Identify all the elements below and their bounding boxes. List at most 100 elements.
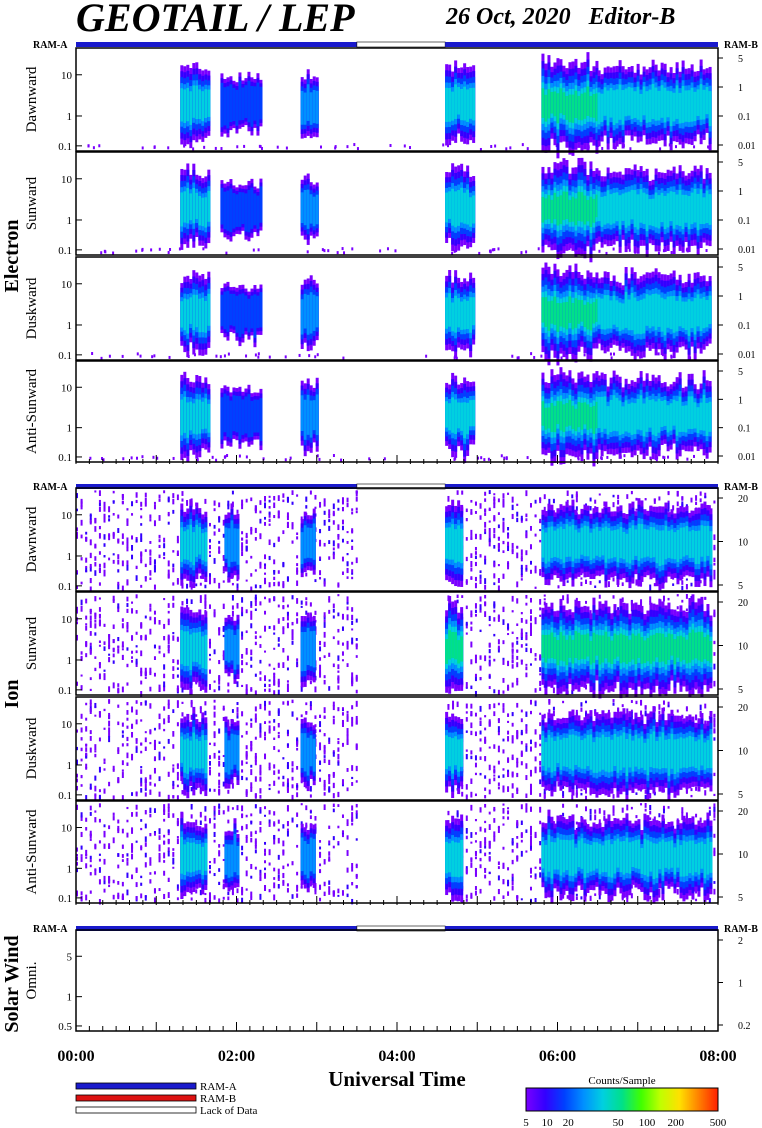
noise-cell	[89, 620, 92, 625]
noise-cell	[273, 673, 276, 678]
noise-cell	[268, 523, 271, 526]
noise-cell	[346, 645, 349, 650]
noise-cell	[511, 513, 514, 520]
noise-cell	[135, 594, 138, 599]
noise-cell	[245, 545, 248, 551]
spectrum-cell	[663, 87, 667, 123]
noise-cell	[94, 526, 97, 532]
noise-cell	[89, 615, 92, 621]
spectrum-cell	[201, 533, 205, 561]
noise-cell	[250, 555, 253, 559]
spectrum-cell	[670, 634, 674, 656]
spectrum-cell	[708, 194, 712, 225]
noise-cell	[511, 654, 514, 660]
right-tick-label: 1	[738, 395, 743, 406]
noise-cell	[488, 542, 491, 547]
spectrum-cell	[466, 402, 470, 435]
noise-cell	[250, 586, 253, 591]
noise-cell	[484, 531, 487, 535]
noise-cell	[268, 679, 271, 682]
noise-cell	[112, 660, 115, 664]
noise-cell	[351, 682, 354, 687]
noise-cell	[163, 552, 166, 556]
spectrum-cell	[705, 300, 709, 328]
spectrum-cell	[646, 529, 650, 557]
noise-cell	[355, 510, 358, 514]
noise-cell	[470, 499, 473, 503]
spectrum-cell	[466, 189, 470, 225]
noise-cell	[488, 527, 491, 533]
spectrum-cell	[204, 634, 208, 670]
noise-cell	[346, 553, 349, 556]
right-tick-label: 5	[738, 158, 743, 169]
noise-cell	[85, 615, 88, 620]
noise-cell	[151, 355, 154, 359]
noise-cell	[525, 663, 528, 666]
spectrum-cell	[235, 89, 239, 126]
noise-cell	[493, 689, 496, 694]
spectrum-cell	[694, 530, 698, 565]
spectrum-cell	[571, 405, 575, 430]
noise-cell	[80, 557, 83, 561]
noise-cell	[222, 654, 225, 661]
noise-cell	[493, 496, 496, 501]
noise-cell	[529, 648, 532, 654]
noise-cell	[112, 490, 115, 494]
noise-cell	[158, 687, 161, 692]
noise-cell	[268, 355, 271, 359]
noise-cell	[89, 645, 92, 651]
noise-cell	[516, 636, 519, 640]
noise-cell	[176, 580, 179, 585]
spectrum-cell	[672, 399, 676, 426]
noise-cell	[273, 502, 276, 509]
spectrum-cell	[568, 400, 572, 426]
noise-cell	[291, 629, 294, 634]
spectrum-cell	[595, 401, 599, 429]
noise-cell	[681, 599, 684, 603]
spectrum-cell	[589, 196, 593, 227]
noise-cell	[76, 570, 78, 574]
noise-cell	[250, 605, 253, 608]
noise-cell	[484, 578, 487, 584]
noise-cell	[681, 580, 684, 585]
spectrum-cell	[664, 637, 668, 665]
noise-cell	[296, 618, 299, 624]
spectrum-cell	[627, 191, 631, 226]
noise-cell	[337, 628, 340, 633]
spectrum-cell	[309, 631, 313, 667]
spectrum-cell	[247, 189, 251, 233]
noise-cell	[693, 145, 696, 149]
noise-cell	[323, 612, 326, 618]
noise-cell	[488, 249, 491, 253]
spectrum-cell	[660, 85, 664, 118]
noise-cell	[158, 620, 161, 625]
noise-cell	[337, 524, 340, 531]
noise-cell	[268, 499, 271, 503]
noise-cell	[465, 518, 468, 522]
noise-cell	[635, 580, 638, 586]
noise-cell	[167, 146, 170, 150]
noise-cell	[493, 609, 496, 613]
noise-cell	[497, 564, 500, 567]
noise-cell	[172, 602, 175, 608]
noise-cell	[474, 673, 477, 678]
spectrum-cell	[618, 84, 622, 120]
noise-cell	[477, 456, 480, 460]
spectrum-cell	[445, 192, 449, 223]
noise-cell	[488, 655, 491, 659]
spectrum-cell	[454, 191, 458, 228]
spectrum-cell	[696, 294, 700, 327]
right-tick-label: 0.01	[738, 350, 756, 361]
spectrum-cell	[463, 192, 467, 224]
noise-cell	[493, 617, 496, 622]
noise-cell	[117, 606, 120, 613]
noise-cell	[497, 498, 500, 503]
noise-cell	[516, 517, 519, 523]
noise-cell	[89, 688, 92, 692]
noise-cell	[479, 570, 482, 574]
noise-cell	[76, 527, 78, 532]
spectrum-cell	[618, 195, 622, 230]
noise-cell	[286, 515, 289, 521]
noise-cell	[149, 550, 152, 556]
noise-cell	[85, 531, 88, 535]
